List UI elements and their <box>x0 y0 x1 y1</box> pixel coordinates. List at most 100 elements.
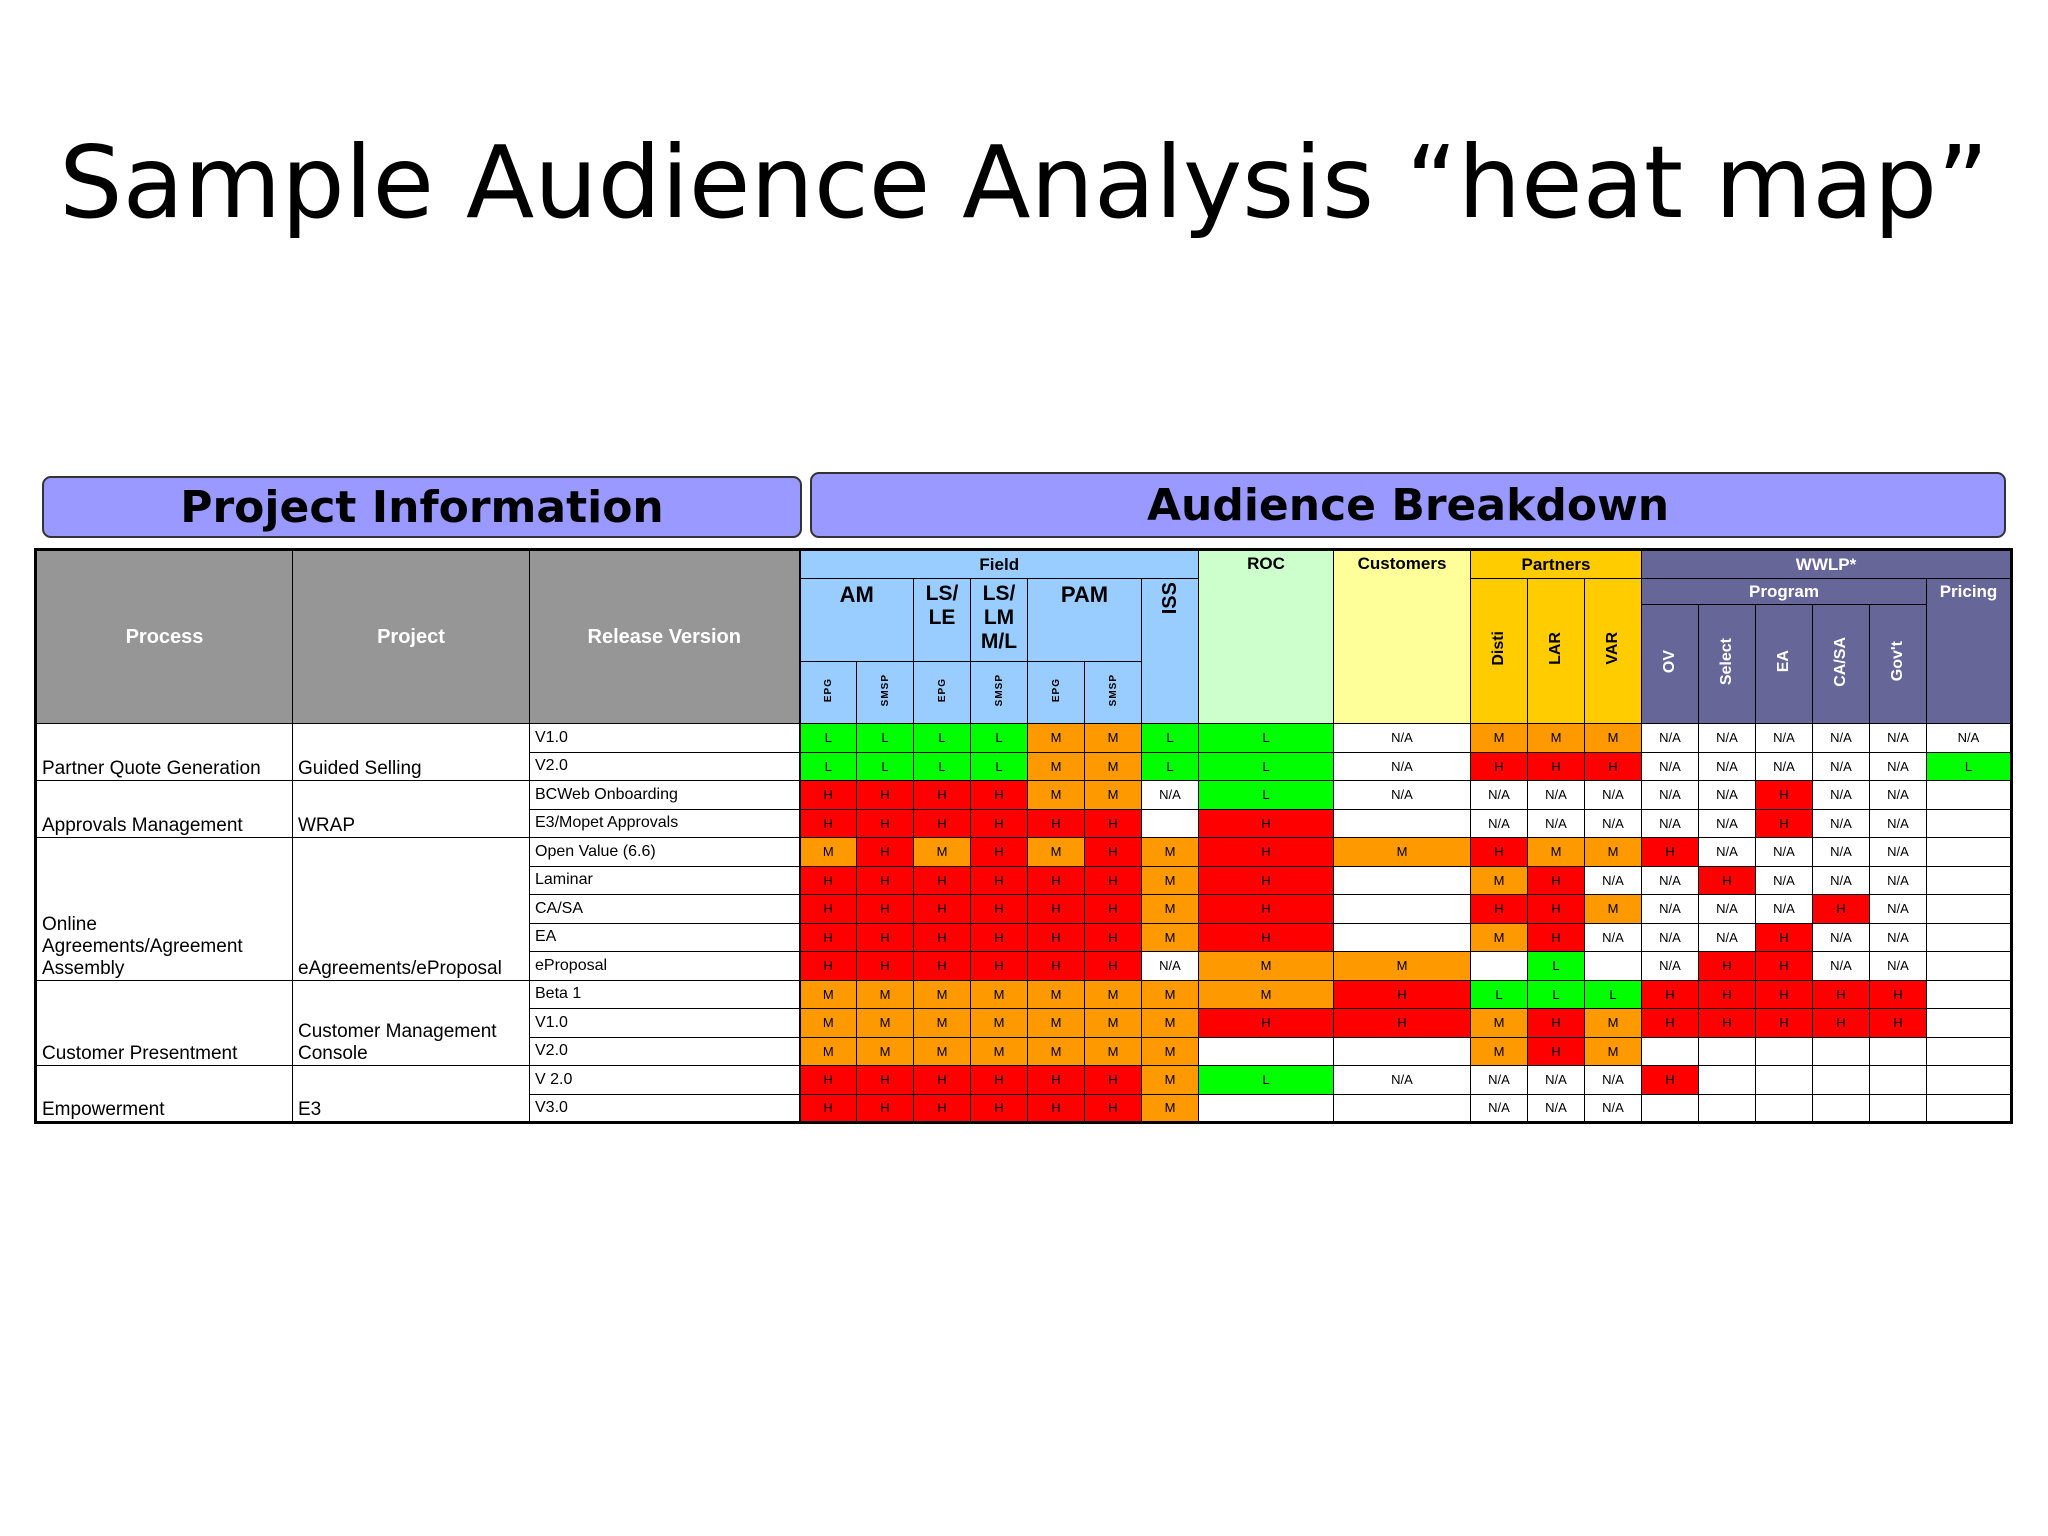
heat-cell: M <box>913 1036 971 1066</box>
heat-cell: H <box>1812 894 1870 924</box>
heat-cell: L <box>1198 723 1334 753</box>
heat-cell: H <box>1641 979 1699 1009</box>
audience-breakdown-header: Audience Breakdown <box>810 472 2006 538</box>
heat-cell: M <box>970 1036 1028 1066</box>
heat-cell: N/A <box>1641 865 1699 895</box>
heat-cell: H <box>1869 979 1927 1009</box>
heat-cell: N/A <box>1333 723 1471 753</box>
table-row: Partner Quote Generation Guided Selling V1… <box>35 723 2012 781</box>
table-row: Customer Presentment Customer Management … <box>35 979 2012 1066</box>
heat-cell: H <box>970 1093 1028 1123</box>
heat-cell: N/A <box>1641 894 1699 924</box>
heat-cell: L <box>1470 979 1528 1009</box>
slide-title: Sample Audience Analysis “heat map” <box>59 124 1989 241</box>
table-row: Online Agreements/Agreement Assembly eAgr… <box>35 837 2012 981</box>
heat-cell: H <box>1198 922 1334 952</box>
project-cell: Guided Selling <box>292 723 530 781</box>
process-cell: Customer Presentment <box>35 979 293 1066</box>
heat-cell: H <box>1027 922 1085 952</box>
heat-cell <box>1926 1065 2012 1095</box>
heat-cell: H <box>913 1065 971 1095</box>
heat-cell <box>1333 865 1471 895</box>
heat-cell: L <box>1198 1065 1334 1095</box>
release-version-cell: V2.0 <box>529 1036 800 1066</box>
heat-cell: H <box>856 894 914 924</box>
heat-cell: L <box>1141 723 1199 753</box>
heat-cell: H <box>1198 808 1334 838</box>
heat-cell: H <box>970 1065 1028 1095</box>
heat-cell: H <box>913 865 971 895</box>
heat-cell: H <box>1027 894 1085 924</box>
heat-cell: H <box>1812 1008 1870 1038</box>
release-version-column-header: Release Version <box>529 549 800 724</box>
pricing-group-header: Pricing <box>1926 578 2012 724</box>
heat-cell: L <box>913 751 971 781</box>
heat-cell <box>1926 1008 2012 1038</box>
lsi-lm-smsp-label: SMSP <box>993 673 1005 707</box>
heat-cell: L <box>1527 979 1585 1009</box>
heat-cell <box>1926 1093 2012 1123</box>
heat-cell: M <box>1084 780 1142 810</box>
heat-cell: H <box>798 894 857 924</box>
heat-cell: M <box>1027 723 1085 753</box>
heat-cell: H <box>1084 922 1142 952</box>
heat-cell: L <box>913 723 971 753</box>
heat-cell: M <box>1584 1036 1642 1066</box>
heat-cell: M <box>798 837 857 867</box>
heat-cell: N/A <box>1527 808 1585 838</box>
heat-map-table: Process Project Release Version Field RO… <box>34 548 2013 1124</box>
heat-cell: N/A <box>1869 723 1927 753</box>
pam-epg-label: EPG <box>1050 677 1062 703</box>
heat-cell <box>1698 1065 1756 1095</box>
heat-cell: M <box>1198 979 1334 1009</box>
heat-cell: H <box>1084 837 1142 867</box>
heat-cell: M <box>1141 1065 1199 1095</box>
lsi-lm-group-header: LS/ LM M/L <box>970 578 1028 662</box>
heat-cell: M <box>1584 723 1642 753</box>
heat-cell: N/A <box>1527 780 1585 810</box>
table-row: eProposal H H H H H H N/A M M L N/A H H N/A N/A <box>36 951 2012 981</box>
heat-cell: N/A <box>1333 1065 1471 1095</box>
heat-cell: H <box>1084 894 1142 924</box>
heat-cell: N/A <box>1869 922 1927 952</box>
heat-cell <box>1869 1093 1927 1123</box>
heat-cell: N/A <box>1698 751 1756 781</box>
heat-cell: H <box>1084 808 1142 838</box>
heat-cell: H <box>970 837 1028 867</box>
heat-cell: L <box>1198 780 1334 810</box>
release-version-cell: V2.0 <box>529 751 800 781</box>
ea-label: EA <box>1775 650 1792 673</box>
heat-cell: M <box>1027 751 1085 781</box>
heat-cell: H <box>1027 808 1085 838</box>
heat-cell: H <box>970 922 1028 952</box>
process-cell: Approvals Management <box>35 780 293 838</box>
heat-cell <box>1198 1093 1334 1123</box>
select-label: Select <box>1718 637 1735 686</box>
heat-cell: M <box>913 837 971 867</box>
heat-cell: N/A <box>1584 780 1642 810</box>
heat-cell <box>1698 1036 1756 1066</box>
heat-cell: H <box>1755 780 1813 810</box>
release-version-cell: CA/SA <box>529 894 800 924</box>
heat-cell: H <box>1027 865 1085 895</box>
project-information-header: Project Information <box>42 476 802 538</box>
heat-cell: M <box>1141 1093 1199 1123</box>
heat-cell: M <box>1470 1008 1528 1038</box>
heat-cell: H <box>970 780 1028 810</box>
heat-cell: H <box>1698 1008 1756 1038</box>
heat-cell: H <box>798 808 857 838</box>
heat-map-body: Partner Quote Generation Guided Selling V1… <box>35 723 2012 1123</box>
heat-cell: H <box>970 808 1028 838</box>
heat-cell: N/A <box>1698 837 1756 867</box>
heat-cell: H <box>1527 751 1585 781</box>
table-row: V3.0 H H H H H H M N/A N/A N/A <box>36 1093 2012 1123</box>
heat-cell: N/A <box>1641 951 1699 981</box>
heat-cell <box>1812 1065 1870 1095</box>
process-cell: Online Agreements/Agreement Assembly <box>35 837 293 981</box>
heat-cell: H <box>1584 751 1642 781</box>
heat-cell: H <box>1755 922 1813 952</box>
heat-cell: H <box>970 894 1028 924</box>
heat-cell: M <box>1333 951 1471 981</box>
heat-cell: H <box>1755 1008 1813 1038</box>
heat-cell: M <box>1084 1036 1142 1066</box>
